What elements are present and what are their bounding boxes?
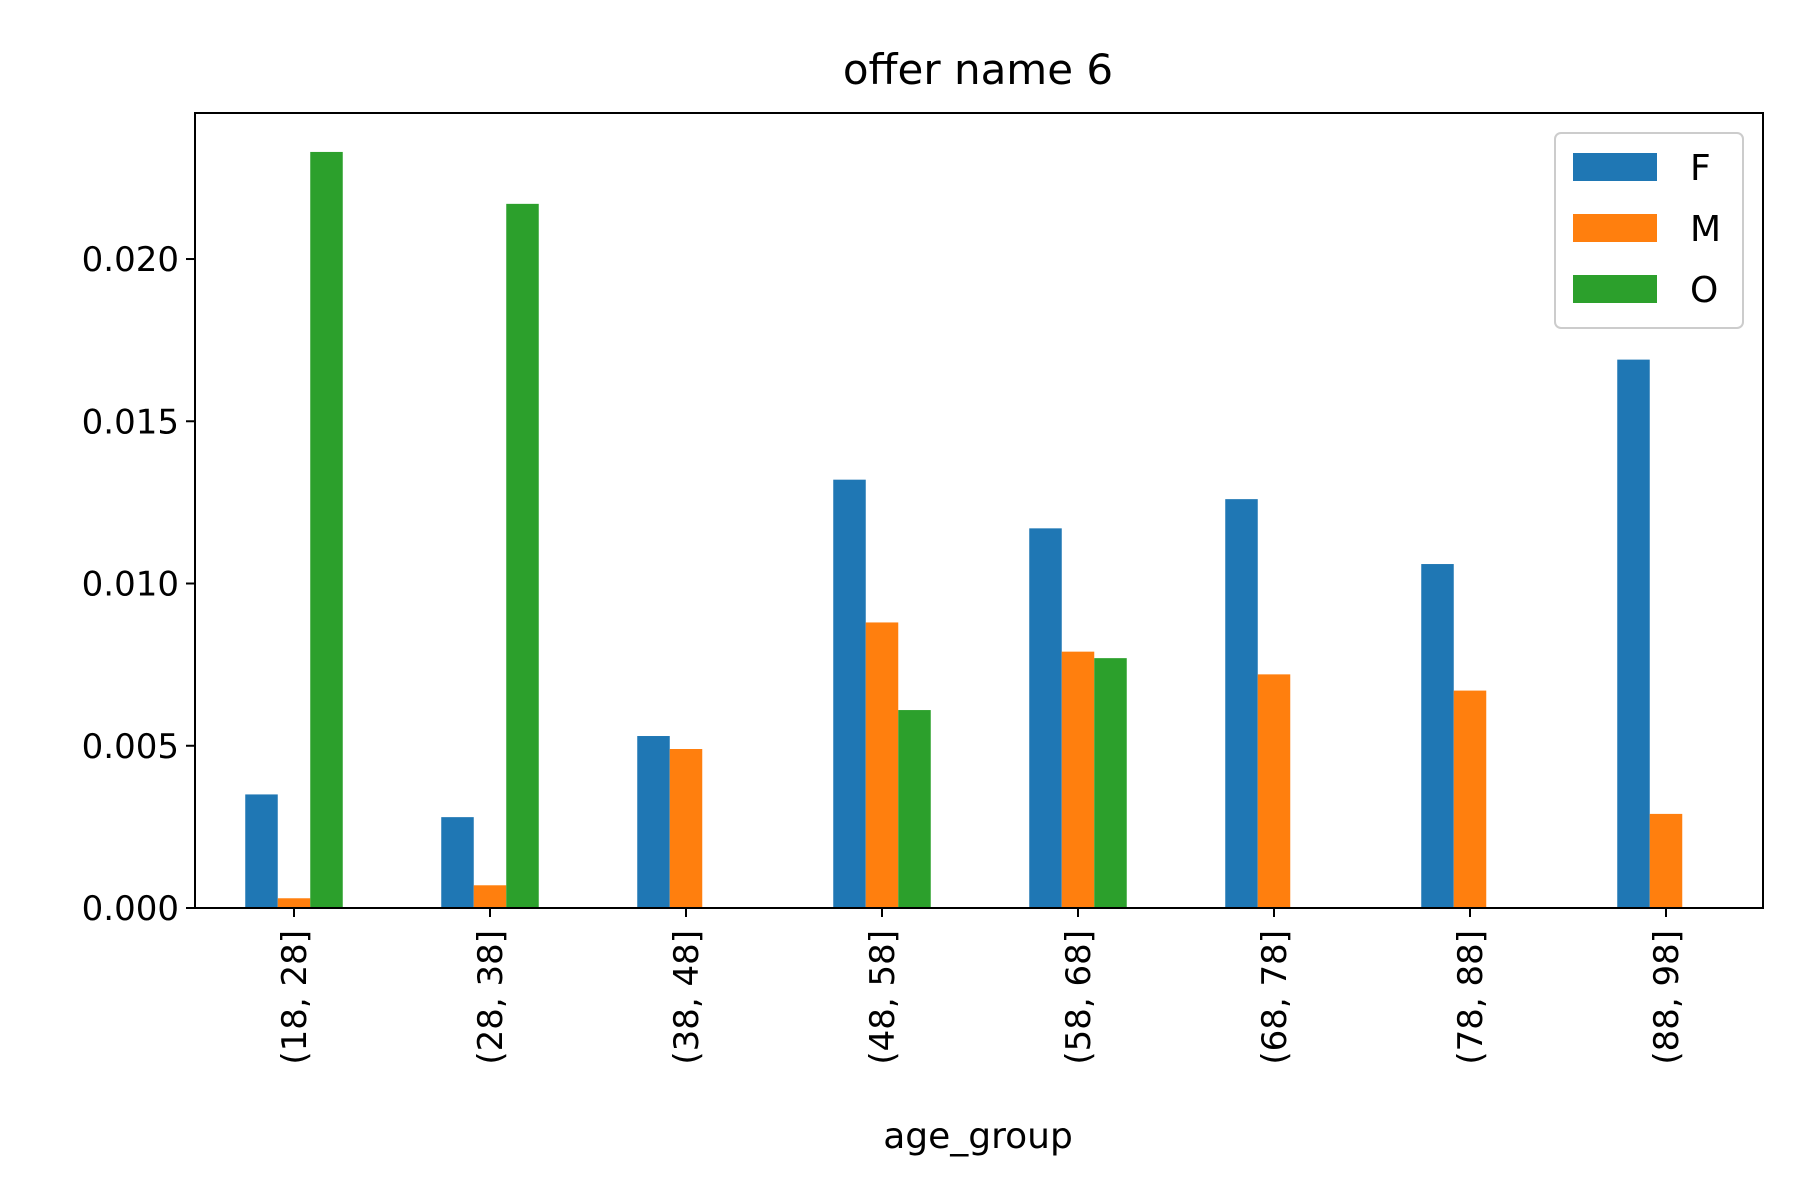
- bar-f-5: [1225, 499, 1258, 908]
- legend-label-o: O: [1690, 270, 1718, 311]
- bar-f-0: [245, 794, 278, 908]
- legend-label-m: M: [1690, 209, 1721, 250]
- bar-m-5: [1257, 674, 1291, 908]
- plot-area: 0.000 0.005 0.010 0.015 0.020 (18, 28] (28, 38…: [82, 112, 1764, 1065]
- bar-f-4: [1029, 528, 1062, 908]
- legend-label-f: F: [1690, 148, 1711, 189]
- x-tick-label: (68, 78]: [1255, 930, 1295, 1065]
- y-tick-label: 0.010: [82, 565, 179, 605]
- legend-swatch-o: [1573, 275, 1657, 303]
- bar-o-1: [506, 203, 539, 908]
- x-tick-label: (38, 48]: [667, 930, 707, 1065]
- x-tick-label: (58, 68]: [1059, 930, 1099, 1065]
- x-tick-label: (48, 58]: [863, 930, 903, 1065]
- legend-swatch-f: [1573, 153, 1657, 181]
- bar-o-4: [1094, 658, 1127, 908]
- bar-o-3: [898, 710, 931, 908]
- bar-o-0: [310, 151, 343, 908]
- x-tick-label: (18, 28]: [275, 930, 315, 1065]
- x-axis-label: age_group: [883, 1116, 1073, 1157]
- y-tick-label: 0.000: [82, 889, 179, 929]
- bar-m-1: [473, 885, 507, 908]
- bar-m-6: [1453, 690, 1487, 908]
- bar-m-4: [1061, 651, 1095, 908]
- bar-m-0: [277, 898, 311, 908]
- bar-m-2: [669, 749, 703, 908]
- bar-m-3: [865, 622, 899, 908]
- axes-frame: [194, 112, 1764, 909]
- legend: FMO: [1554, 132, 1744, 329]
- legend-swatch-m: [1573, 214, 1657, 242]
- bar-f-2: [637, 736, 670, 908]
- bar-m-7: [1649, 813, 1683, 908]
- chart-title: offer name 6: [843, 45, 1113, 94]
- y-tick-label: 0.005: [82, 727, 179, 767]
- x-tick-label: (88, 98]: [1647, 930, 1687, 1065]
- bar-f-3: [833, 479, 866, 908]
- y-tick-label: 0.015: [82, 402, 179, 442]
- bar-f-7: [1617, 359, 1650, 908]
- x-tick-label: (28, 38]: [471, 930, 511, 1065]
- bar-f-6: [1421, 564, 1454, 908]
- x-tick-label: (78, 88]: [1451, 930, 1491, 1065]
- y-tick-label: 0.020: [82, 240, 179, 280]
- bar-f-1: [441, 817, 474, 908]
